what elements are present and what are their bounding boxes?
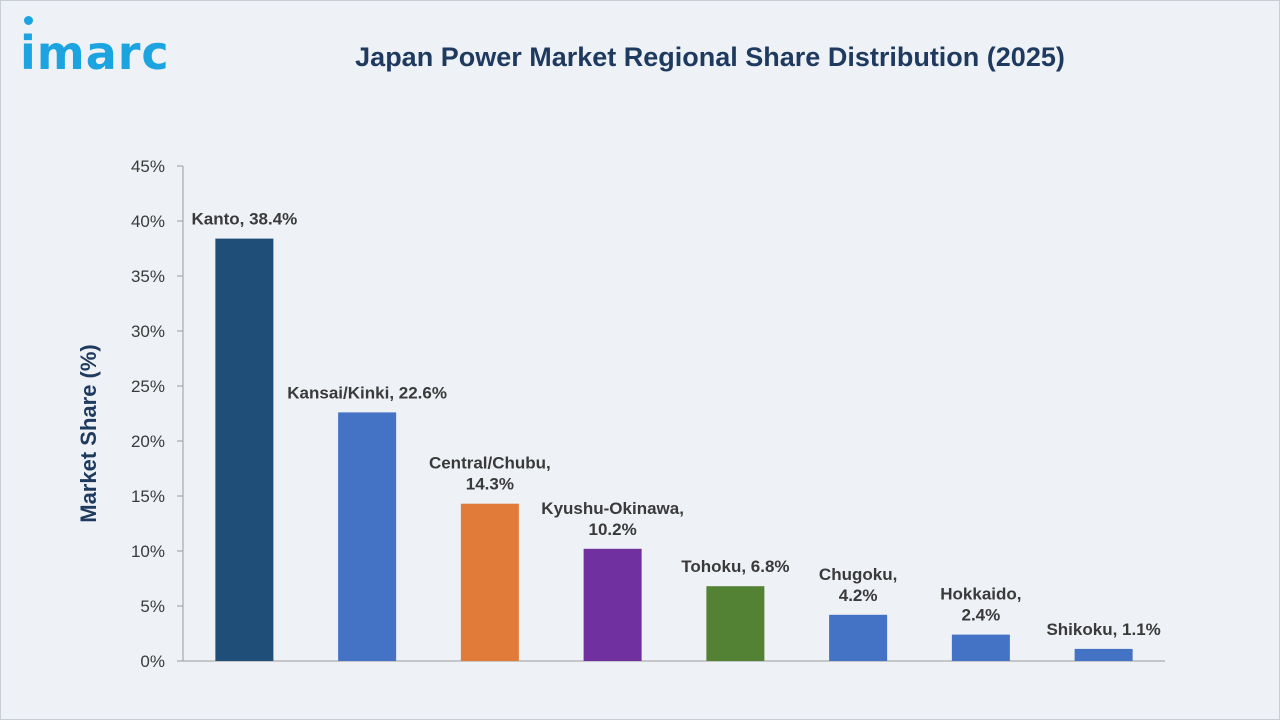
y-tick-label: 45% bbox=[131, 157, 165, 176]
bar-kanto bbox=[215, 238, 274, 661]
data-label: Kansai/Kinki, 22.6% bbox=[287, 383, 447, 402]
bar-chugoku bbox=[829, 614, 888, 661]
bar-tohoku bbox=[706, 586, 765, 661]
y-tick-label: 20% bbox=[131, 432, 165, 451]
y-tick-label: 10% bbox=[131, 542, 165, 561]
data-label: Hokkaido, bbox=[940, 585, 1021, 604]
y-tick-label: 15% bbox=[131, 487, 165, 506]
y-tick-label: 30% bbox=[131, 322, 165, 341]
logo-dot bbox=[24, 16, 33, 25]
data-label: Shikoku, 1.1% bbox=[1046, 620, 1160, 639]
bar-hokkaido bbox=[951, 634, 1010, 661]
y-tick-label: 5% bbox=[140, 597, 165, 616]
imarc-logo: imarc bbox=[20, 26, 170, 80]
data-label: Kyushu-Okinawa, bbox=[541, 499, 684, 518]
data-label: Kanto, 38.4% bbox=[191, 210, 297, 229]
y-tick-label: 40% bbox=[131, 212, 165, 231]
data-label: Chugoku, bbox=[819, 565, 897, 584]
bar-kansai-kinki bbox=[338, 412, 397, 661]
y-tick-label: 0% bbox=[140, 652, 165, 671]
y-axis-title: Market Share (%) bbox=[76, 344, 101, 523]
data-label: 4.2% bbox=[839, 586, 878, 605]
y-tick-label: 25% bbox=[131, 377, 165, 396]
bar-central-chubu bbox=[460, 503, 519, 661]
y-tick-label: 35% bbox=[131, 267, 165, 286]
data-label: 10.2% bbox=[589, 520, 637, 539]
bar-shikoku bbox=[1074, 648, 1133, 661]
bar-kyushu-okinawa bbox=[583, 548, 642, 661]
data-label: Central/Chubu, bbox=[429, 454, 551, 473]
chart-title: Japan Power Market Regional Share Distri… bbox=[355, 42, 1065, 72]
data-label: 14.3% bbox=[466, 475, 514, 494]
data-label: 2.4% bbox=[962, 606, 1001, 625]
data-label: Tohoku, 6.8% bbox=[681, 557, 789, 576]
